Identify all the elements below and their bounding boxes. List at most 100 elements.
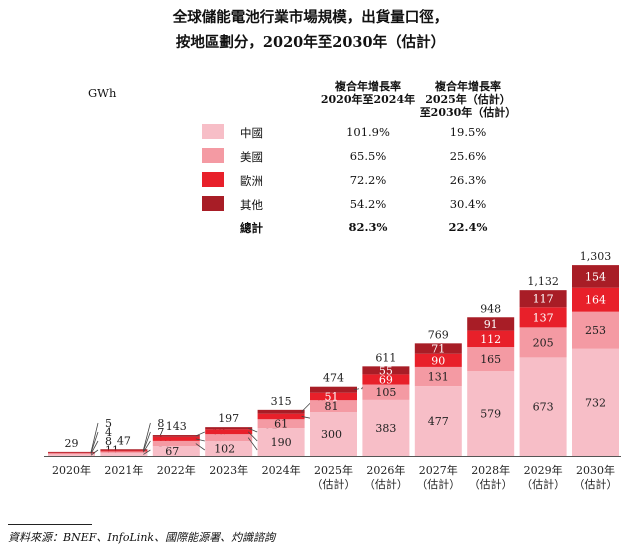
data-label-us-5: 81 xyxy=(325,400,339,413)
data-label-china-10: 732 xyxy=(585,396,606,409)
data-label-other-8: 91 xyxy=(484,318,498,331)
total-label-8: 948 xyxy=(480,302,501,315)
x-tick-label-10: 2030年（估計） xyxy=(574,463,618,491)
bar-other-0 xyxy=(48,451,95,453)
legend-swatch-us xyxy=(202,148,224,163)
data-label-europe-6: 69 xyxy=(379,373,393,386)
total-label-5: 474 xyxy=(323,372,344,385)
unit-label: GWh xyxy=(88,86,117,100)
bar-china-7 xyxy=(414,386,462,456)
x-tick-label-5: 2025年（估計） xyxy=(312,463,356,491)
data-label-china-4: 190 xyxy=(271,436,292,449)
data-label-europe-0: 4 xyxy=(105,426,112,439)
data-label-china-9: 673 xyxy=(533,401,554,414)
data-label-china-8: 579 xyxy=(480,408,501,421)
bar-us-5 xyxy=(310,400,357,413)
data-label-europe-7: 90 xyxy=(431,354,445,367)
x-tick-label-7: 2027年（估計） xyxy=(416,463,460,491)
x-tick-label-1: 2021年 xyxy=(104,463,143,477)
total-label-10: 1,303 xyxy=(580,250,612,263)
leader-line-europe-3 xyxy=(247,431,258,442)
cagr1-europe: 72.2% xyxy=(349,173,387,187)
leader-line-us-3 xyxy=(247,437,258,451)
x-tick-label-0: 2020年 xyxy=(52,463,91,477)
total-label-4: 315 xyxy=(271,395,292,408)
legend-label-us: 美國 xyxy=(240,150,263,164)
cagr2-europe: 26.3% xyxy=(449,173,487,187)
leader-line-china-0 xyxy=(90,449,99,456)
data-label-other-10: 154 xyxy=(585,270,606,283)
source-note: 資料來源：BNEF、InfoLink、國際能源署、灼識諮詢 xyxy=(8,531,276,544)
bar-europe-1 xyxy=(100,450,148,452)
bar-china-9 xyxy=(519,357,567,456)
bar-us-0 xyxy=(48,453,95,455)
bar-us-10 xyxy=(572,311,619,349)
bar-us-9 xyxy=(519,327,567,358)
leader-line-other-2 xyxy=(195,431,205,437)
bar-us-4 xyxy=(257,419,305,429)
bar-other-2 xyxy=(152,435,200,437)
bar-europe-3 xyxy=(205,429,253,435)
leader-line-other-0 xyxy=(90,422,99,453)
cagr2-other: 30.4% xyxy=(449,197,487,211)
data-label-europe-8: 112 xyxy=(480,333,501,346)
total-label-3: 197 xyxy=(218,412,239,425)
x-tick-label-2: 2022年 xyxy=(157,463,196,477)
bar-other-3 xyxy=(205,427,253,430)
leader-line-china-1 xyxy=(143,449,151,455)
total-label-6: 611 xyxy=(375,351,396,364)
data-label-china-7: 477 xyxy=(428,415,449,428)
bar-europe-5 xyxy=(310,392,357,401)
legend-label-total: 總計 xyxy=(240,221,263,235)
chart-title-line2: 按地區劃分，2020年至2030年（估計） xyxy=(175,34,446,51)
bar-europe-6 xyxy=(362,374,410,385)
bar-europe-10 xyxy=(572,287,619,312)
cagr1-total: 82.3% xyxy=(348,220,388,234)
legend-swatch-europe xyxy=(202,172,224,187)
cagr-header-2020-2024: 複合年增長率 2020年至2024年 xyxy=(320,80,416,106)
leader-line-europe-4 xyxy=(301,416,312,419)
leader-line-other-1 xyxy=(143,422,151,450)
total-label-9: 1,132 xyxy=(527,275,559,288)
legend-swatch-china xyxy=(202,124,224,139)
cagr2-us: 25.6% xyxy=(449,149,487,163)
data-label-us-6: 105 xyxy=(375,386,396,399)
bar-other-4 xyxy=(257,409,305,414)
source-divider xyxy=(8,524,92,525)
data-label-us-8: 165 xyxy=(480,353,501,366)
leader-line-us-1 xyxy=(143,440,151,453)
data-label-us-7: 131 xyxy=(428,371,449,384)
x-tick-label-9: 2029年（估計） xyxy=(521,463,565,491)
cagr1-other: 54.2% xyxy=(349,197,387,211)
bar-other-5 xyxy=(310,386,357,393)
cagr-header-2025-2030: 複合年增長率 2025年（估計） 至2030年（估計） xyxy=(419,80,517,119)
bar-us-3 xyxy=(205,434,253,442)
total-label-7: 769 xyxy=(428,328,449,341)
bar-europe-0 xyxy=(48,452,95,454)
bar-china-8 xyxy=(467,371,515,456)
bar-china-4 xyxy=(257,428,305,456)
bar-europe-7 xyxy=(414,353,462,367)
leader-line-europe-1 xyxy=(143,431,151,452)
total-label-2: 143 xyxy=(166,420,187,433)
bar-other-9 xyxy=(519,290,567,308)
data-label-other-0: 5 xyxy=(105,417,112,430)
bar-us-7 xyxy=(414,366,462,387)
bar-us-2 xyxy=(152,440,200,447)
leader-line-other-3 xyxy=(248,427,258,433)
data-label-china-2: 67 xyxy=(165,445,179,458)
bar-other-10 xyxy=(572,265,619,288)
chart-title-line1: 全球儲能電池行業市場規模，出貨量口徑， xyxy=(172,9,449,26)
bar-china-0 xyxy=(48,454,95,456)
x-tick-label-6: 2026年（估計） xyxy=(364,463,408,491)
cagr1-china: 101.9% xyxy=(346,125,390,139)
x-tick-label-8: 2028年（估計） xyxy=(469,463,513,491)
bar-china-5 xyxy=(310,412,357,456)
bar-china-2 xyxy=(152,446,200,456)
leader-line-europe-2 xyxy=(195,438,205,442)
bar-other-6 xyxy=(362,366,410,375)
data-label-europe-5: 51 xyxy=(325,390,339,403)
bar-other-1 xyxy=(100,449,148,451)
total-label-1: 47 xyxy=(117,434,131,447)
total-label-0: 29 xyxy=(65,437,79,450)
